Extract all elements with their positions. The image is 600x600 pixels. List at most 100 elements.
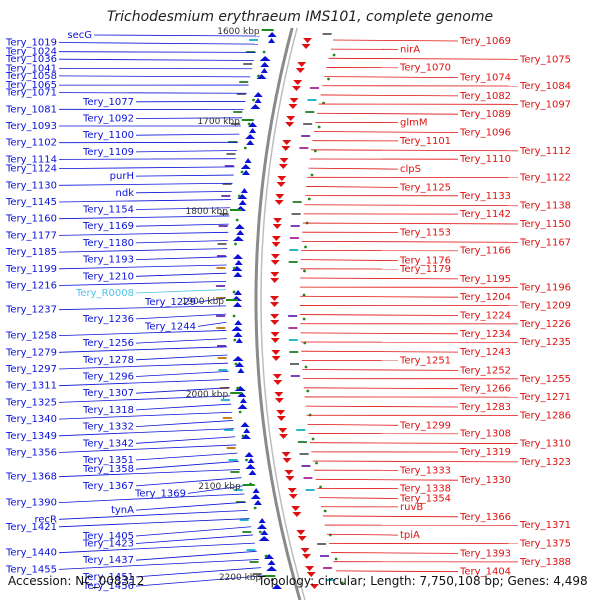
gene-label-right: Tery_1375 xyxy=(519,539,571,550)
forward-gene-arrow xyxy=(252,488,260,493)
feature-bar xyxy=(290,225,300,227)
left-label-leader xyxy=(58,199,231,203)
gene-label-right: tpiA xyxy=(400,530,420,541)
feature-bar xyxy=(243,63,253,65)
left-label-leader xyxy=(58,362,228,370)
gene-label-left: Tery_1193 xyxy=(82,255,134,266)
left-label-leader xyxy=(93,34,261,37)
gene-label-right: Tery_1167 xyxy=(519,237,571,248)
reverse-gene-arrow xyxy=(284,470,294,475)
right-label-leader xyxy=(326,533,399,536)
gene-label-left: ndk xyxy=(116,188,135,199)
right-label-leader xyxy=(305,405,459,408)
forward-gene-arrow xyxy=(236,230,245,235)
right-label-leader xyxy=(303,387,459,390)
feature-dot xyxy=(310,173,314,177)
reverse-gene-arrow xyxy=(271,350,281,355)
feature-bar xyxy=(320,555,330,557)
feature-dot xyxy=(302,317,306,321)
gene-label-left: Tery_1154 xyxy=(82,205,134,216)
reverse-gene-arrow xyxy=(276,182,286,187)
gene-label-right: Tery_1255 xyxy=(519,374,571,385)
left-label-leader xyxy=(58,469,241,478)
forward-gene-arrow xyxy=(246,140,255,145)
left-label-leader xyxy=(58,330,227,336)
reverse-gene-arrow xyxy=(279,158,289,163)
feature-dot xyxy=(334,557,338,561)
feature-bar xyxy=(288,315,298,317)
gene-label-left: Tery_1258 xyxy=(5,331,57,342)
left-label-leader xyxy=(135,354,228,361)
gene-label-right: Tery_1252 xyxy=(459,365,511,376)
gene-label-right: Tery_1330 xyxy=(459,475,511,486)
gene-label-right: Tery_1371 xyxy=(519,520,571,531)
gene-label-right: Tery_1153 xyxy=(399,227,451,238)
gene-label-right: Tery_1074 xyxy=(459,73,511,84)
right-label-leader xyxy=(324,76,459,78)
forward-gene-arrow xyxy=(244,158,252,163)
left-label-leader xyxy=(135,534,254,544)
forward-gene-arrow xyxy=(250,104,261,109)
gene-label-right: Tery_1122 xyxy=(519,173,571,184)
left-label-leader xyxy=(197,297,227,303)
gene-label-right: Tery_1196 xyxy=(519,282,571,293)
feature-dot xyxy=(233,266,236,270)
feature-dot xyxy=(304,365,308,369)
feature-dot xyxy=(240,170,244,174)
left-label-leader xyxy=(135,477,242,487)
reverse-gene-arrow xyxy=(278,164,288,169)
feature-dot xyxy=(252,98,255,102)
gene-label-left: Tery_1100 xyxy=(82,130,134,141)
gene-label-left: Tery_1405 xyxy=(82,531,134,542)
feature-bar xyxy=(288,261,298,263)
kbp-tick-label: 2000 kbp xyxy=(186,390,229,400)
left-label-leader xyxy=(58,559,259,570)
feature-bar xyxy=(222,183,232,185)
feature-bar xyxy=(236,93,246,95)
gene-label-right: Tery_1366 xyxy=(459,512,511,523)
feature-bar xyxy=(242,531,252,533)
left-label-leader xyxy=(58,509,248,520)
gene-label-right: glmM xyxy=(400,118,428,129)
left-label-leader xyxy=(135,256,227,260)
feature-dot xyxy=(257,74,260,78)
left-label-leader xyxy=(135,133,240,136)
gene-label-right: Tery_1319 xyxy=(459,447,511,458)
feature-bar xyxy=(288,327,298,329)
forward-gene-arrow xyxy=(242,170,251,175)
gene-label-left: purH xyxy=(110,171,134,182)
feature-bar xyxy=(299,147,309,149)
forward-gene-arrow xyxy=(237,368,245,373)
gene-label-left: Tery_1256 xyxy=(82,338,134,349)
reverse-gene-arrow xyxy=(271,242,281,247)
forward-gene-arrow xyxy=(258,536,270,541)
right-label-leader xyxy=(315,478,459,481)
left-label-leader xyxy=(135,223,229,227)
gene-label-right: Tery_1404 xyxy=(459,567,511,578)
reverse-gene-arrow xyxy=(302,554,312,559)
reverse-gene-arrow xyxy=(288,104,298,109)
gene-label-left: Tery_1210 xyxy=(82,271,134,282)
left-label-leader xyxy=(58,428,235,437)
feature-dot xyxy=(237,194,241,198)
feature-dot xyxy=(241,434,245,438)
feature-bar xyxy=(220,399,230,401)
reverse-gene-arrow xyxy=(273,380,283,385)
gene-label-left: Tery_1456 xyxy=(82,581,134,592)
gene-label-left: Tery_1081 xyxy=(5,104,57,115)
left-label-leader xyxy=(58,493,245,503)
gene-label-right: Tery_1110 xyxy=(459,154,511,165)
feature-bar xyxy=(323,567,333,569)
forward-gene-arrow xyxy=(237,404,248,409)
gene-label-right: Tery_1226 xyxy=(519,319,571,330)
feature-bar xyxy=(303,123,313,125)
feature-bar xyxy=(291,213,301,215)
left-label-leader xyxy=(58,58,255,61)
feature-bar xyxy=(217,243,227,245)
gene-label-left: Tery_1071 xyxy=(5,88,57,99)
feature-bar xyxy=(216,255,226,257)
gene-label-left: Tery_1296 xyxy=(82,372,134,383)
gene-label-right: Tery_1089 xyxy=(459,109,511,120)
gene-label-left: Tery_1332 xyxy=(82,422,134,433)
